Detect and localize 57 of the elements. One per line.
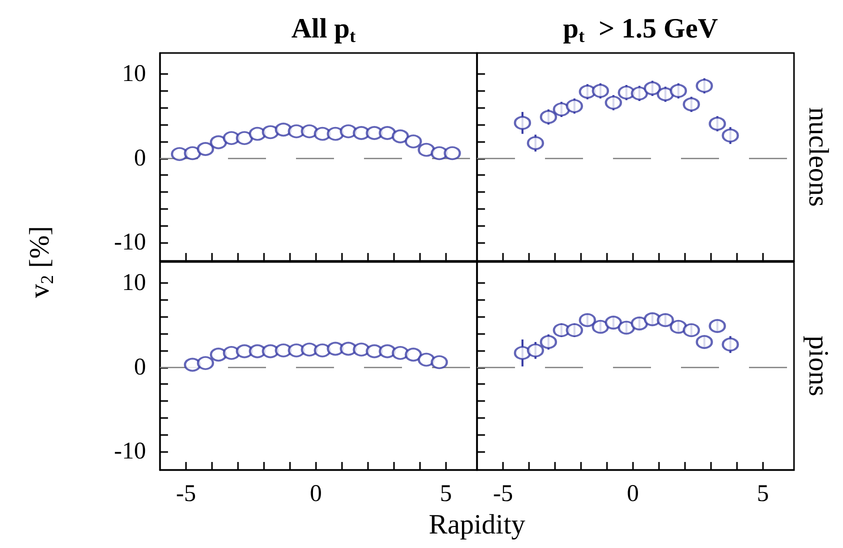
point	[644, 81, 661, 96]
point	[708, 116, 726, 131]
text: nucleons	[802, 107, 834, 207]
point	[630, 316, 648, 330]
point	[708, 319, 726, 333]
x-tick-label: 5	[440, 481, 452, 507]
point	[404, 348, 422, 362]
point	[566, 99, 583, 114]
x-tick-label: -5	[176, 481, 196, 507]
y-tick-label: 0	[134, 354, 146, 380]
point	[618, 320, 635, 335]
point	[236, 131, 253, 146]
x-tick-label: 5	[756, 481, 769, 507]
point	[196, 356, 214, 370]
point	[670, 84, 687, 98]
x-tick-label: 0	[626, 481, 639, 507]
text: pions	[802, 336, 834, 396]
point	[722, 338, 739, 352]
point	[578, 313, 596, 328]
point	[656, 87, 674, 102]
point	[592, 320, 609, 334]
point	[682, 97, 700, 112]
point	[526, 343, 544, 358]
point	[656, 313, 674, 328]
point	[722, 128, 739, 143]
y-tick-label: 0	[134, 145, 146, 172]
point	[430, 355, 448, 370]
point	[696, 78, 713, 93]
point	[418, 142, 435, 157]
y-tick-label: 10	[122, 61, 146, 88]
x-tick-label: -5	[492, 481, 513, 507]
point	[630, 86, 648, 100]
point	[392, 129, 409, 144]
point	[184, 146, 201, 160]
y-tick-label: -10	[114, 438, 146, 464]
point	[514, 116, 531, 130]
point	[696, 335, 713, 349]
point	[592, 84, 609, 98]
y-tick-label: 10	[122, 270, 146, 296]
point	[604, 316, 622, 330]
x-axis-title: Rapidity	[428, 510, 526, 540]
point	[566, 323, 583, 338]
y-tick-label: -10	[114, 229, 146, 256]
point	[682, 323, 700, 338]
point	[552, 102, 570, 116]
point	[526, 136, 544, 150]
x-tick-label: 0	[310, 481, 322, 507]
point	[444, 146, 461, 160]
point	[540, 110, 557, 124]
point	[196, 142, 214, 156]
point	[210, 135, 227, 150]
point	[404, 134, 422, 148]
point	[604, 96, 622, 110]
y-axis-title: v2 [%]	[24, 226, 57, 298]
point	[378, 126, 396, 140]
point	[540, 335, 557, 349]
point	[670, 320, 687, 334]
